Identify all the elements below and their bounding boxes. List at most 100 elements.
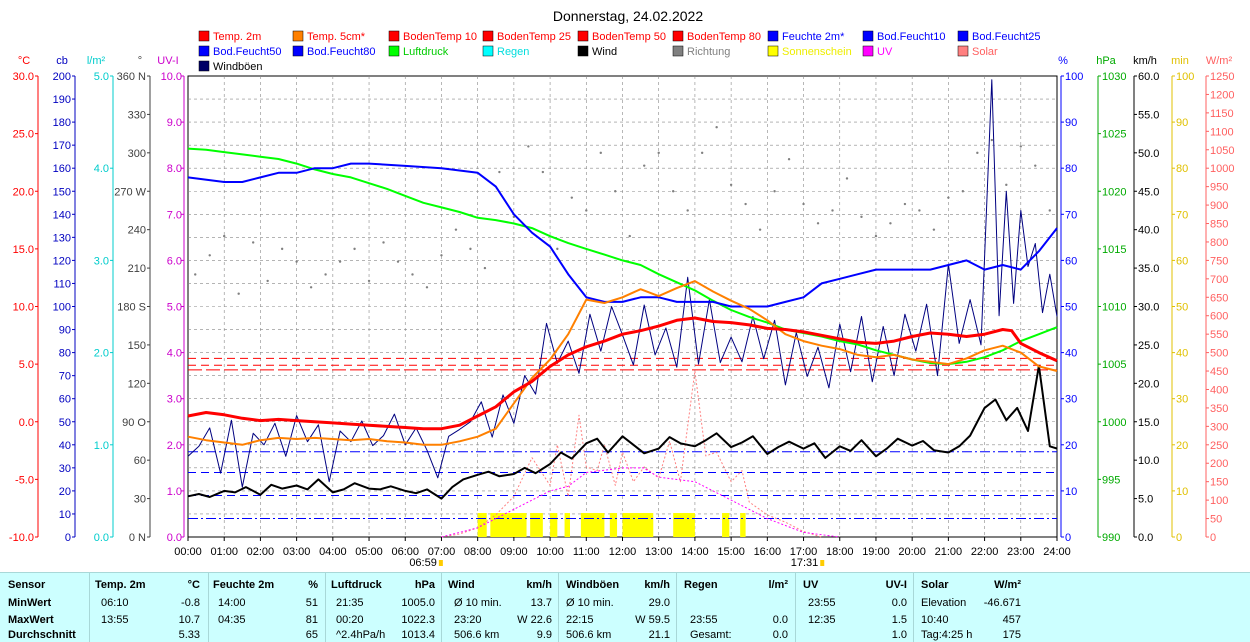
table-header-unit: km/h (644, 579, 670, 591)
dir-tick-label: 120 (128, 378, 146, 390)
solar-tick-label: 550 (1210, 329, 1228, 341)
table-cell-value: 1022.3 (401, 614, 435, 626)
legend-label: BodenTemp 25 (497, 31, 571, 43)
solar-tick-label: 200 (1210, 458, 1228, 470)
wind-direction-dot (1034, 164, 1037, 167)
cb-tick-label: 160 (53, 163, 71, 175)
dir-tick-label: 300 (128, 148, 146, 160)
min-tick-label: 100 (1176, 71, 1194, 83)
wind-direction-dot (556, 247, 559, 251)
uvi-tick-label: 6.0 (167, 255, 182, 267)
kmh-tick-label: 10.0 (1138, 455, 1159, 467)
wind-direction-dot (570, 196, 574, 199)
sunshine-bar (550, 513, 558, 537)
legend-swatch (198, 60, 210, 72)
rain-unit: l/m² (87, 55, 106, 67)
x-tick-label: 06:00 (391, 546, 419, 558)
press-tick-label: 1005 (1102, 359, 1126, 371)
table-header-unit: hPa (414, 579, 435, 591)
temp-tick-label: 10.0 (13, 302, 34, 314)
table-cell-time: Elevation (921, 597, 967, 609)
rain-tick-label: 4.0 (94, 163, 109, 175)
solar-tick-label: 400 (1210, 384, 1228, 396)
dir-tick-label: 0 N (129, 532, 146, 544)
press-tick-label: 1015 (1102, 244, 1126, 256)
wind-direction-dot (976, 151, 979, 155)
min-tick-label: 20 (1176, 440, 1188, 452)
cb-tick-label: 130 (53, 232, 71, 244)
wind-direction-dot (425, 286, 429, 289)
wind-direction-dot (324, 273, 327, 276)
min-tick-label: 90 (1176, 117, 1188, 129)
legend-swatch (767, 45, 779, 57)
series (187, 79, 1058, 538)
press-unit: hPa (1096, 55, 1116, 67)
legend-swatch (862, 45, 874, 57)
table-cell-time: 10:40 (921, 614, 949, 626)
legend-swatch (292, 45, 304, 57)
min-tick-label: 80 (1176, 163, 1188, 175)
legend-label: Bod.Feucht50 (213, 46, 282, 58)
kmh-tick-label: 50.0 (1138, 148, 1159, 160)
table-cell-time: 23:55 (808, 597, 836, 609)
wind-direction-dot (1019, 145, 1022, 148)
table-divider (441, 573, 442, 642)
sunshine-bar (722, 513, 730, 537)
x-tick-label: 05:00 (355, 546, 383, 558)
table-cell-value: 1013.4 (401, 629, 435, 641)
uvi-tick-label: 9.0 (167, 117, 182, 129)
table-cell-time: 06:10 (101, 597, 129, 609)
dir-tick-label: 330 (128, 109, 146, 121)
uvi-tick-label: 5.0 (167, 302, 182, 314)
series-line (187, 364, 1058, 500)
x-axis: 00:00 01:00 02:00 03:00 04:00 05:00 06:00 07:00… (174, 537, 1071, 569)
cb-tick-label: 170 (53, 140, 71, 152)
legend-label: BodenTemp 80 (687, 31, 761, 43)
table-header-temp: Temp. 2m (95, 579, 146, 591)
x-tick-label: 04:00 (319, 546, 347, 558)
kmh-tick-label: 60.0 (1138, 71, 1159, 83)
dir-tick-label: 210 (128, 263, 146, 275)
wind-direction-dot (773, 190, 776, 193)
kmh-tick-label: 5.0 (1138, 494, 1153, 506)
wind-direction-dot (903, 202, 907, 206)
series-line (441, 467, 840, 538)
x-tick-label: 14:00 (681, 546, 709, 558)
sunshine-bars (477, 513, 746, 537)
axes: 30.025.020.015.010.05.00.0-5.0-10.0°C200… (9, 55, 1235, 544)
table-cell-value: 65 (305, 629, 318, 641)
table-header-rain: Regen (684, 579, 718, 591)
min-tick-label: 10 (1176, 486, 1188, 498)
solar-tick-label: 700 (1210, 274, 1228, 286)
wind-direction-dot (874, 234, 878, 238)
solar-tick-label: 900 (1210, 200, 1228, 212)
cb-tick-label: 50 (59, 417, 71, 429)
min-tick-label: 50 (1176, 302, 1188, 314)
table-cell-value: W 59.5 (635, 614, 670, 626)
solar-tick-label: 50 (1210, 514, 1222, 526)
legend-label: Temp. 5cm* (307, 31, 366, 43)
table-header-unit: UV-I (885, 579, 907, 591)
sunshine-bar (740, 513, 746, 537)
x-tick-label: 12:00 (609, 546, 637, 558)
x-tick-label: 08:00 (464, 546, 492, 558)
wind-direction-dot (396, 260, 400, 263)
cb-tick-label: 10 (59, 509, 71, 521)
uvi-tick-label: 0.0 (167, 532, 182, 544)
table-cell-value: -46.671 (983, 597, 1021, 609)
min-tick-label: 0 (1176, 532, 1182, 544)
uvi-tick-label: 8.0 (167, 163, 182, 175)
legend-swatch (198, 45, 210, 57)
dir-tick-label: 90 O (122, 417, 146, 429)
wind-direction-dot (585, 209, 588, 212)
table-cell-value: 175 (1002, 629, 1021, 641)
legend-swatch (482, 45, 494, 57)
temp-tick-label: 5.0 (19, 359, 34, 371)
table-cell-value: 81 (305, 614, 318, 626)
uvi-tick-label: 10.0 (161, 71, 182, 83)
x-tick-label: 10:00 (536, 546, 564, 558)
legend-swatch (957, 30, 969, 42)
table-header-press: Luftdruck (331, 579, 382, 591)
table-cell-time: 23:55 (690, 614, 718, 626)
x-tick-label: 03:00 (283, 546, 311, 558)
